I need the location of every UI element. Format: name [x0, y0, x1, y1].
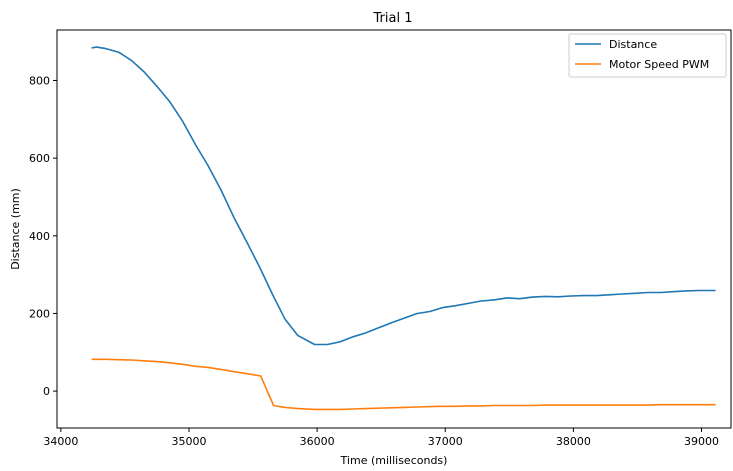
y-tick-label: 600	[29, 152, 50, 165]
chart-title: Trial 1	[373, 11, 413, 26]
x-axis-label: Time (milliseconds)	[340, 454, 448, 467]
series-line-distance	[91, 46, 716, 346]
y-tick-label: 200	[29, 307, 50, 320]
legend-label-motor-speed-pwm: Motor Speed PWM	[609, 58, 709, 71]
y-tick-label: 0	[43, 385, 50, 398]
x-tick-label: 34000	[43, 435, 78, 448]
x-tick-label: 38000	[556, 435, 591, 448]
y-axis-ticks: 0 200 400 600 800	[29, 74, 57, 398]
legend-box	[568, 33, 727, 78]
legend-label-distance: Distance	[609, 38, 657, 51]
y-tick-label: 800	[29, 74, 50, 87]
series-line-motor-speed-pwm	[91, 358, 716, 411]
y-axis-label: Distance (mm)	[9, 188, 22, 270]
x-tick-label: 37000	[428, 435, 463, 448]
x-tick-label: 35000	[171, 435, 206, 448]
series-layer	[91, 46, 716, 411]
legend: Distance Motor Speed PWM	[568, 33, 727, 78]
y-tick-label: 400	[29, 230, 50, 243]
x-axis-ticks: 34000 35000 36000 37000 38000 39000	[43, 428, 719, 448]
x-tick-label: 39000	[684, 435, 719, 448]
x-tick-label: 36000	[300, 435, 335, 448]
plot-frame	[56, 29, 732, 429]
